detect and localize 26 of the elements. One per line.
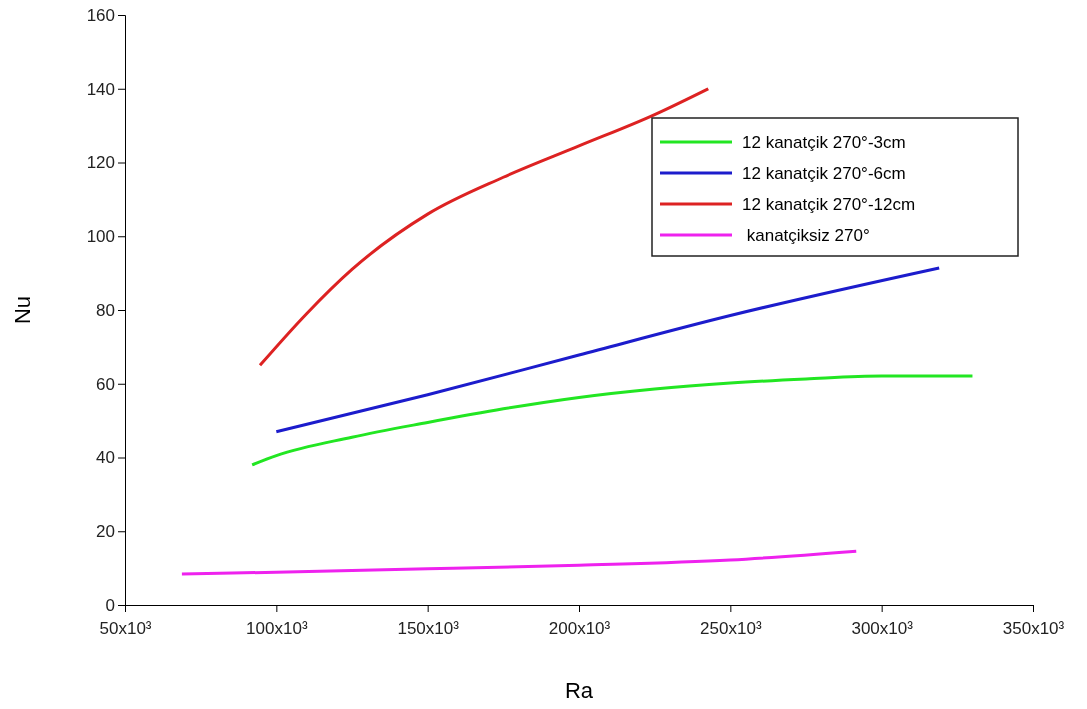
line-series [250,374,974,467]
x-axis-title: Ra [564,678,594,703]
x-tick-label: 50x10³ [99,618,152,638]
legend-label: kanatçiksiz 270° [742,226,870,245]
y-tick-label: 120 [86,153,115,173]
y-tick-label: 0 [105,595,115,615]
y-tick-label: 160 [86,5,115,25]
y-tick-label: 20 [96,522,115,542]
y-tick-label: 40 [96,448,115,468]
legend-label: 12 kanatçik 270°-6cm [742,164,906,183]
x-tick-label: 150x10³ [397,618,460,638]
line-series [180,549,858,576]
x-tick-label: 200x10³ [548,618,611,638]
y-axis-title: Nu [10,295,35,325]
y-tick-label: 80 [96,300,115,320]
y-tick-label: 140 [86,79,115,99]
line-series [258,87,710,367]
x-tick-label: 300x10³ [851,618,914,638]
legend-label: 12 kanatçik 270°-12cm [742,195,916,214]
x-tick-label: 350x10³ [1002,618,1065,638]
line-series [274,266,941,434]
x-tick-label: 100x10³ [246,618,308,638]
y-tick-label: 60 [96,374,115,394]
y-tick-label: 100 [86,227,115,247]
x-tick-label: 250x10³ [700,618,762,638]
legend-label: 12 kanatçik 270°-3cm [742,133,906,152]
